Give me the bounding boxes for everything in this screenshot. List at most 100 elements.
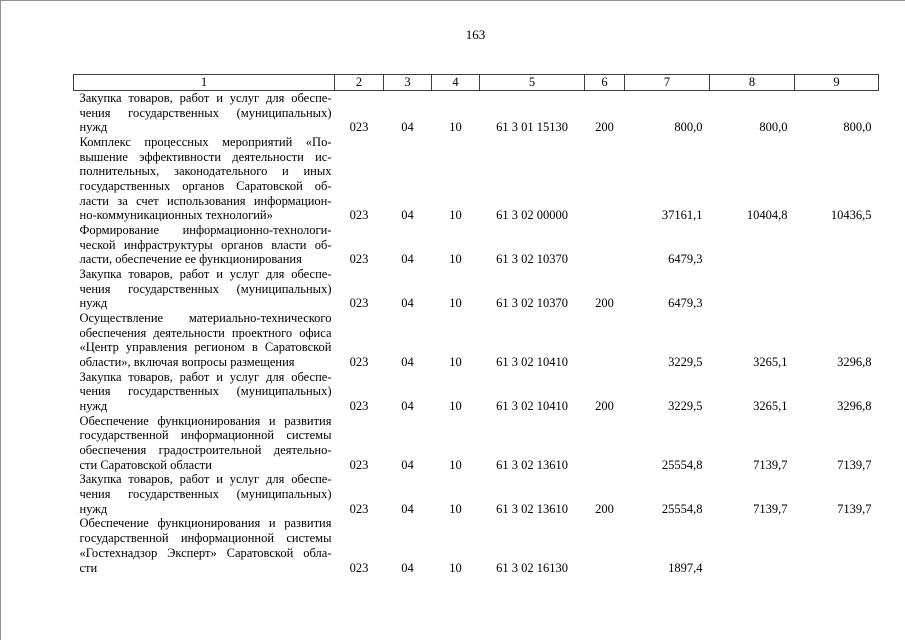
code-cell: 200 <box>595 120 614 135</box>
column-header: 9 <box>794 74 879 91</box>
description-line: нужд <box>79 399 108 414</box>
code-cell: 04 <box>401 252 414 267</box>
table-row: Обеспечение функционирования и развития г… <box>74 516 879 575</box>
description-line: Обеспечение функционирования и развития <box>79 413 332 428</box>
column-header: 6 <box>584 74 625 91</box>
code-cell: 10 <box>449 457 462 472</box>
description-line: Формирование информационно-технологи- <box>79 223 332 238</box>
description-line: чения государственных (муниципальных) <box>79 105 332 120</box>
description-line: государственной информационной системы <box>79 531 332 546</box>
amount-cell: 3265,1 <box>753 355 788 370</box>
code-cell <box>585 223 625 267</box>
code-cell: 04 <box>401 208 414 223</box>
amount-cell: 6479,3 <box>668 296 703 311</box>
amount-cell: 25554,8 <box>661 501 703 516</box>
column-header: 8 <box>709 74 795 91</box>
description-cell: Комплекс процессных мероприятий «По-выше… <box>74 135 335 223</box>
code-cell: 023 <box>349 208 369 223</box>
amount-cell: 3229,5 <box>668 399 703 414</box>
table-row: Закупка товаров, работ и услуг для обесп… <box>74 370 879 414</box>
code-cell: 61 3 01 15130 <box>496 120 568 135</box>
code-cell: 04 <box>401 296 414 311</box>
amount-cell <box>795 516 879 575</box>
description-line: нужд <box>79 120 108 135</box>
amount-cell <box>795 223 879 267</box>
code-cell: 04 <box>401 501 414 516</box>
description-line: области», включая вопросы размещения <box>79 355 295 370</box>
code-cell: 04 <box>401 560 414 575</box>
amount-cell: 37161,1 <box>661 208 703 223</box>
table-row: Комплекс процессных мероприятий «По-выше… <box>74 135 879 223</box>
description-line: чения государственных (муниципальных) <box>79 487 332 502</box>
description-line: Закупка товаров, работ и услуг для обесп… <box>79 472 332 487</box>
code-cell: 023 <box>349 120 369 135</box>
description-line: Закупка товаров, работ и услуг для обесп… <box>79 91 332 105</box>
description-line: сти Саратовской области <box>79 457 212 472</box>
code-cell: 04 <box>401 399 414 414</box>
description-cell: Закупка товаров, работ и услуг для обесп… <box>74 91 335 136</box>
description-line: нужд <box>79 296 108 311</box>
description-line: Закупка товаров, работ и услуг для обесп… <box>79 369 332 384</box>
description-cell: Обеспечение функционирования и развития г… <box>74 516 335 575</box>
description-cell: Закупка товаров, работ и услуг для обесп… <box>74 472 335 516</box>
amount-cell <box>710 516 795 575</box>
code-cell: 61 3 02 13610 <box>496 457 568 472</box>
table-row: Обеспечение функционирования и развития г… <box>74 414 879 473</box>
description-line: государственной информационной системы <box>79 428 332 443</box>
code-cell: 61 3 02 16130 <box>496 560 568 575</box>
description-line: «Центр управления регионом в Саратовской <box>79 340 332 355</box>
code-cell: 10 <box>449 399 462 414</box>
table-row: Формирование информационно-технологи-чес… <box>74 223 879 267</box>
code-cell <box>585 414 625 473</box>
description-cell: Закупка товаров, работ и услуг для обесп… <box>74 370 335 414</box>
table-body: Закупка товаров, работ и услуг для обесп… <box>74 91 879 576</box>
description-line: Закупка товаров, работ и услуг для обесп… <box>79 267 332 282</box>
amount-cell <box>710 223 795 267</box>
amount-cell: 7139,7 <box>753 501 788 516</box>
description-line: но-коммуникационных технологий» <box>79 208 273 223</box>
amount-cell: 3296,8 <box>837 355 872 370</box>
code-cell: 61 3 02 10410 <box>496 355 568 370</box>
description-line: обеспечения градостроительной деятельно- <box>79 443 332 458</box>
code-cell <box>585 135 625 223</box>
code-cell: 61 3 02 10370 <box>496 296 568 311</box>
description-line: Комплекс процессных мероприятий «По- <box>79 135 332 150</box>
column-header: 5 <box>479 74 585 91</box>
amount-cell: 7139,7 <box>837 501 872 516</box>
description-line: обеспечения деятельности проектного офис… <box>79 325 332 340</box>
code-cell: 10 <box>449 252 462 267</box>
amount-cell: 800,0 <box>674 120 703 135</box>
code-cell: 023 <box>349 560 369 575</box>
amount-cell: 800,0 <box>759 120 788 135</box>
amount-cell: 3296,8 <box>837 399 872 414</box>
code-cell: 023 <box>349 252 369 267</box>
column-header: 7 <box>624 74 710 91</box>
description-line: сти <box>79 560 98 575</box>
amount-cell <box>795 267 879 311</box>
description-line: ласти, обеспечение ее функционирования <box>79 252 302 267</box>
description-line: государственных органов Саратовской об- <box>79 179 332 194</box>
code-cell: 10 <box>449 296 462 311</box>
column-header: 3 <box>383 74 432 91</box>
code-cell: 04 <box>401 120 414 135</box>
description-line: Осуществление материально-технического <box>79 311 332 326</box>
description-cell: Обеспечение функционирования и развития г… <box>74 414 335 473</box>
table-row: Закупка товаров, работ и услуг для обесп… <box>74 91 879 136</box>
amount-cell: 10436,5 <box>830 208 872 223</box>
description-cell: Закупка товаров, работ и услуг для обесп… <box>74 267 335 311</box>
code-cell: 200 <box>595 501 614 516</box>
code-cell: 200 <box>595 296 614 311</box>
code-cell: 10 <box>449 355 462 370</box>
code-cell: 023 <box>349 355 369 370</box>
amount-cell: 800,0 <box>843 120 872 135</box>
code-cell: 04 <box>401 355 414 370</box>
description-line: Обеспечение функционирования и развития <box>79 516 332 531</box>
table-row: Закупка товаров, работ и услуг для обесп… <box>74 472 879 516</box>
code-cell: 023 <box>349 296 369 311</box>
amount-cell <box>710 267 795 311</box>
amount-cell: 7139,7 <box>753 457 788 472</box>
description-line: «Гостехнадзор Эксперт» Саратовской обла- <box>79 545 332 560</box>
